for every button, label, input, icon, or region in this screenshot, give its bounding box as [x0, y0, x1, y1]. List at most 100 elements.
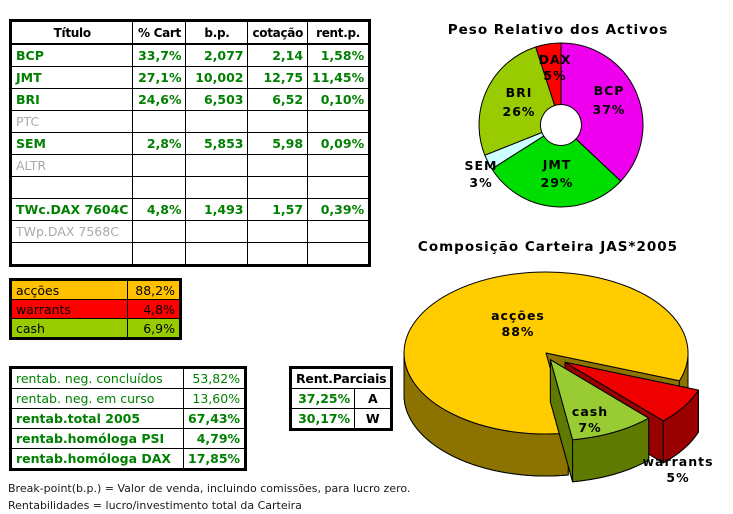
- cell-rent-p[interactable]: [307, 176, 371, 199]
- returns-label[interactable]: rentab. neg. concluídos: [10, 367, 184, 389]
- column-header[interactable]: cotação: [247, 20, 309, 45]
- cell-cotacao[interactable]: [247, 220, 309, 243]
- cell-bp[interactable]: 1,493: [185, 198, 249, 221]
- cell-title[interactable]: ALTR: [9, 154, 134, 177]
- cell-pct-cart[interactable]: 2,8%: [132, 132, 187, 155]
- slice-label: JMT: [542, 157, 572, 172]
- asset-class-label[interactable]: warrants: [10, 299, 128, 319]
- column-header[interactable]: rent.p.: [307, 20, 371, 45]
- table-row: PTC: [9, 110, 371, 133]
- cell-pct-cart[interactable]: [132, 176, 187, 199]
- cell-cotacao[interactable]: 6,52: [247, 88, 309, 111]
- cell-title[interactable]: [9, 176, 134, 199]
- slice-value: 5%: [666, 470, 689, 485]
- cell-rent-p[interactable]: [307, 242, 371, 266]
- cell-cotacao[interactable]: [247, 110, 309, 133]
- returns-label[interactable]: rentab.homóloga DAX: [10, 448, 184, 470]
- cell-rent-p[interactable]: [307, 154, 371, 177]
- donut-chart-title: Peso Relativo dos Activos: [448, 22, 669, 38]
- cell-rent-p[interactable]: [307, 220, 371, 243]
- cell-rent-p[interactable]: 0,09%: [307, 132, 371, 155]
- cell-cotacao[interactable]: 12,75: [247, 66, 309, 89]
- partial-returns-row: 37,25% A: [289, 388, 393, 409]
- cell-cotacao[interactable]: 2,14: [247, 43, 309, 67]
- cell-pct-cart[interactable]: [132, 242, 187, 266]
- pie-slice-bri[interactable]: [478, 46, 556, 156]
- asset-class-label[interactable]: cash: [10, 318, 128, 339]
- cell-bp[interactable]: [185, 220, 249, 243]
- partial-return-code[interactable]: A: [354, 388, 393, 409]
- cell-bp[interactable]: [185, 110, 249, 133]
- partial-return-code[interactable]: W: [354, 408, 393, 430]
- returns-label[interactable]: rentab. neg. em curso: [10, 388, 184, 409]
- slice-value: 88%: [502, 324, 535, 339]
- returns-value[interactable]: 67,43%: [182, 408, 247, 429]
- cell-bp[interactable]: [185, 154, 249, 177]
- pie3d-chart-title: Composição Carteira JAS*2005: [418, 239, 678, 255]
- cell-title[interactable]: BRI: [9, 88, 134, 111]
- table-row: BCP 33,7% 2,077 2,14 1,58%: [9, 43, 371, 67]
- slice-value: 29%: [541, 175, 574, 190]
- cell-cotacao[interactable]: [247, 154, 309, 177]
- cell-rent-p[interactable]: 0,39%: [307, 198, 371, 221]
- table-row: [9, 176, 371, 199]
- cell-rent-p[interactable]: 1,58%: [307, 43, 371, 67]
- table-row: TWc.DAX 7604C 4,8% 1,493 1,57 0,39%: [9, 198, 371, 221]
- column-header[interactable]: b.p.: [185, 20, 249, 45]
- column-header[interactable]: Título: [9, 20, 134, 45]
- cell-rent-p[interactable]: 0,10%: [307, 88, 371, 111]
- cell-bp[interactable]: 10,002: [185, 66, 249, 89]
- column-header[interactable]: % Cart: [132, 20, 187, 45]
- partial-returns-row: 30,17% W: [289, 408, 393, 430]
- cell-title[interactable]: SEM: [9, 132, 134, 155]
- cell-pct-cart[interactable]: 33,7%: [132, 43, 187, 67]
- partial-returns-header-row: Rent.Parciais: [289, 367, 393, 389]
- cell-bp[interactable]: [185, 242, 249, 266]
- cell-pct-cart[interactable]: [132, 220, 187, 243]
- cell-rent-p[interactable]: [307, 110, 371, 133]
- cell-rent-p[interactable]: 11,45%: [307, 66, 371, 89]
- cell-title[interactable]: TWc.DAX 7604C: [9, 198, 134, 221]
- returns-value[interactable]: 13,60%: [182, 388, 247, 409]
- cell-cotacao[interactable]: 5,98: [247, 132, 309, 155]
- cell-title[interactable]: BCP: [9, 43, 134, 67]
- returns-label[interactable]: rentab.homóloga PSI: [10, 428, 184, 449]
- cell-bp[interactable]: [185, 176, 249, 199]
- pie-slice-jmt[interactable]: [491, 135, 622, 208]
- cell-cotacao[interactable]: [247, 242, 309, 266]
- returns-label[interactable]: rentab.total 2005: [10, 408, 184, 429]
- cell-cotacao[interactable]: [247, 176, 309, 199]
- cell-title[interactable]: TWp.DAX 7568C: [9, 220, 134, 243]
- cell-bp[interactable]: 6,503: [185, 88, 249, 111]
- cell-pct-cart[interactable]: 27,1%: [132, 66, 187, 89]
- pie-slice-bcp[interactable]: [560, 42, 644, 182]
- cell-title[interactable]: PTC: [9, 110, 134, 133]
- partial-return-value[interactable]: 30,17%: [289, 408, 356, 430]
- asset-class-row: cash 6,9%: [10, 318, 181, 339]
- table-row: ALTR: [9, 154, 371, 177]
- asset-class-value[interactable]: 88,2%: [127, 279, 181, 300]
- cell-title[interactable]: [9, 242, 134, 266]
- partial-return-value[interactable]: 37,25%: [289, 388, 356, 409]
- returns-value[interactable]: 17,85%: [182, 448, 247, 470]
- cell-bp[interactable]: 2,077: [185, 43, 249, 67]
- pie-slice-cash[interactable]: [549, 359, 650, 441]
- cell-pct-cart[interactable]: [132, 110, 187, 133]
- pie-slice-warrants[interactable]: [564, 361, 699, 422]
- asset-class-value[interactable]: 4,8%: [127, 299, 181, 319]
- cell-title[interactable]: JMT: [9, 66, 134, 89]
- returns-value[interactable]: 4,79%: [182, 428, 247, 449]
- asset-class-value[interactable]: 6,9%: [127, 318, 181, 339]
- returns-value[interactable]: 53,82%: [182, 367, 247, 389]
- asset-class-label[interactable]: acções: [10, 279, 128, 300]
- cell-pct-cart[interactable]: 4,8%: [132, 198, 187, 221]
- pie-slice-acções[interactable]: [403, 271, 689, 435]
- pie-slice-dax[interactable]: [535, 42, 562, 107]
- assets-weight-pie-chart[interactable]: Peso Relativo dos Activos BCP 37% JMT 29% SE…: [400, 14, 733, 220]
- table-row: [9, 242, 371, 266]
- cell-bp[interactable]: 5,853: [185, 132, 249, 155]
- cell-pct-cart[interactable]: 24,6%: [132, 88, 187, 111]
- cell-pct-cart[interactable]: [132, 154, 187, 177]
- cell-cotacao[interactable]: 1,57: [247, 198, 309, 221]
